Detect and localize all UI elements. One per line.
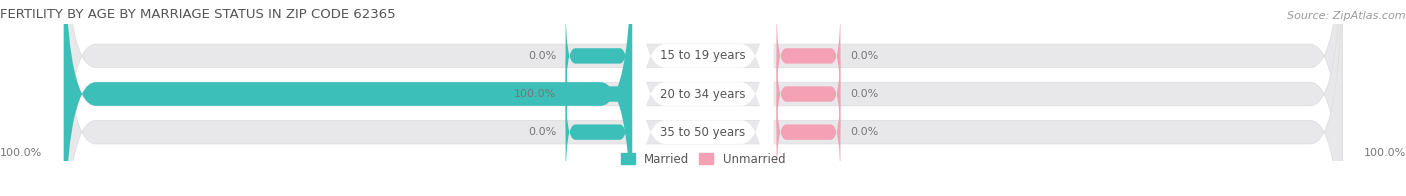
Text: 100.0%: 100.0% <box>0 148 42 158</box>
Text: 35 to 50 years: 35 to 50 years <box>661 126 745 139</box>
FancyBboxPatch shape <box>633 0 773 196</box>
Text: 0.0%: 0.0% <box>527 51 555 61</box>
FancyBboxPatch shape <box>63 0 1343 196</box>
Text: 100.0%: 100.0% <box>1364 148 1406 158</box>
FancyBboxPatch shape <box>776 44 841 143</box>
Text: Source: ZipAtlas.com: Source: ZipAtlas.com <box>1288 11 1406 21</box>
Text: 20 to 34 years: 20 to 34 years <box>661 88 745 101</box>
FancyBboxPatch shape <box>633 0 773 196</box>
FancyBboxPatch shape <box>565 83 630 182</box>
Text: 0.0%: 0.0% <box>851 89 879 99</box>
Legend: Married, Unmarried: Married, Unmarried <box>620 153 786 166</box>
Text: 15 to 19 years: 15 to 19 years <box>661 49 745 62</box>
FancyBboxPatch shape <box>63 0 1343 196</box>
Text: 0.0%: 0.0% <box>851 127 879 137</box>
Text: 100.0%: 100.0% <box>513 89 555 99</box>
Text: 0.0%: 0.0% <box>527 127 555 137</box>
Text: 0.0%: 0.0% <box>851 51 879 61</box>
FancyBboxPatch shape <box>565 6 630 105</box>
FancyBboxPatch shape <box>776 6 841 105</box>
FancyBboxPatch shape <box>633 0 773 196</box>
Text: FERTILITY BY AGE BY MARRIAGE STATUS IN ZIP CODE 62365: FERTILITY BY AGE BY MARRIAGE STATUS IN Z… <box>0 8 395 21</box>
FancyBboxPatch shape <box>63 0 633 196</box>
FancyBboxPatch shape <box>63 0 1343 196</box>
FancyBboxPatch shape <box>776 83 841 182</box>
FancyBboxPatch shape <box>565 44 630 143</box>
